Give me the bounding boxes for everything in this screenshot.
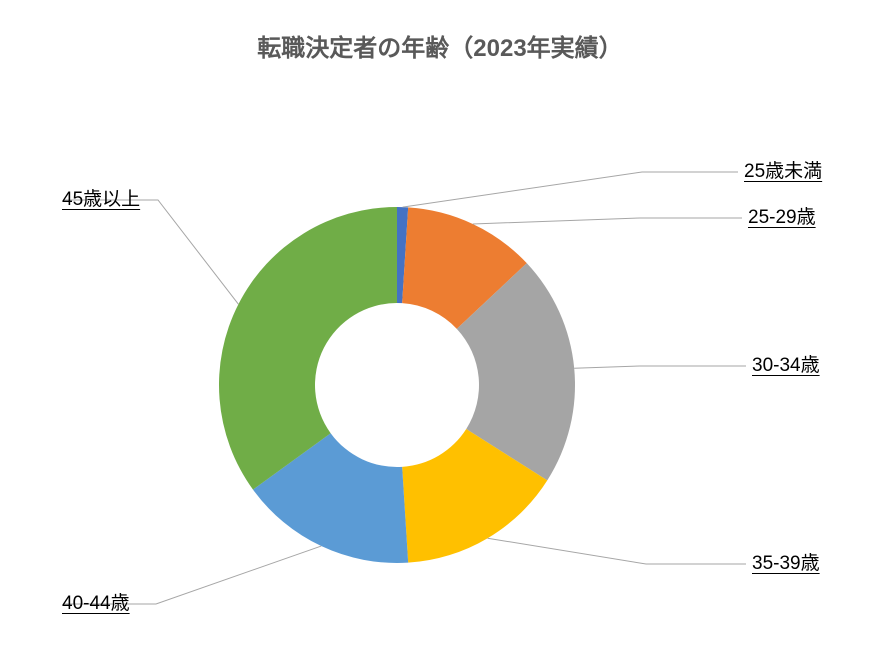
leader-line <box>473 218 742 224</box>
slice-label: 40-44歳 <box>62 588 130 615</box>
donut-slice <box>219 207 397 490</box>
leader-line <box>574 366 746 368</box>
leader-line <box>488 538 746 564</box>
chart-container: { "chart": { "type": "donut", "title": "… <box>0 0 880 664</box>
slice-label: 35-39歳 <box>752 548 820 575</box>
leader-line <box>403 172 738 207</box>
slice-label: 25-29歳 <box>748 202 816 229</box>
slice-label: 25歳未満 <box>744 156 822 183</box>
slice-label: 45歳以上 <box>62 184 140 211</box>
donut-chart-svg <box>0 0 880 664</box>
slice-label: 30-34歳 <box>752 350 820 377</box>
leader-line <box>64 200 238 304</box>
